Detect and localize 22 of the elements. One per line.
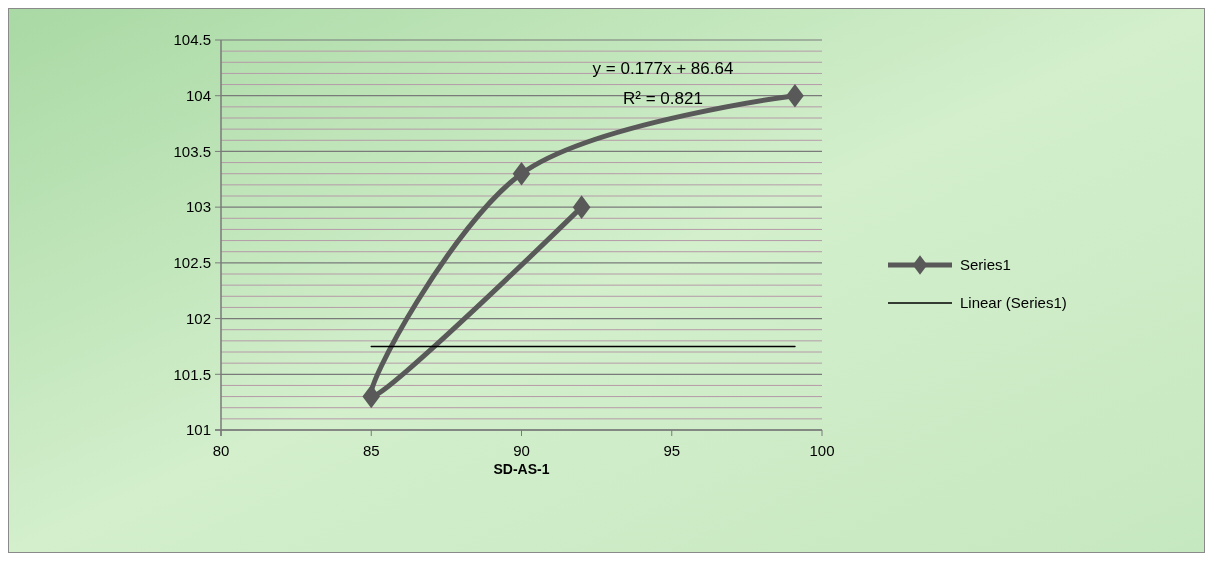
y-tick-label: 102.5 [173, 254, 211, 272]
y-tick-label: 103 [185, 198, 211, 216]
point [362, 384, 381, 409]
y-tick-label: 101.5 [173, 365, 211, 383]
point [572, 195, 591, 219]
annotation: R² = 0.821 [623, 89, 703, 108]
x-tick-label: 80 [212, 442, 230, 459]
y-tick-label: 102 [185, 309, 211, 327]
annotation: y = 0.177x + 86.64 [592, 59, 734, 78]
x-tick-label: 85 [362, 442, 380, 459]
y-tick-label: 101 [185, 421, 211, 439]
point [512, 161, 531, 186]
legend-label: Series1 [960, 256, 1011, 274]
x-tick-label: 100 [809, 442, 835, 459]
point [786, 83, 804, 108]
x-axis-title: SD-AS-1 [493, 461, 550, 477]
legend-label: Linear (Series1) [960, 294, 1067, 312]
x-tick-label: 90 [513, 442, 530, 459]
x-tick-label: 95 [663, 442, 681, 459]
y-tick-label: 104.5 [173, 31, 211, 49]
y-tick-label: 103.5 [173, 142, 211, 160]
y-tick-label: 104 [185, 86, 211, 104]
